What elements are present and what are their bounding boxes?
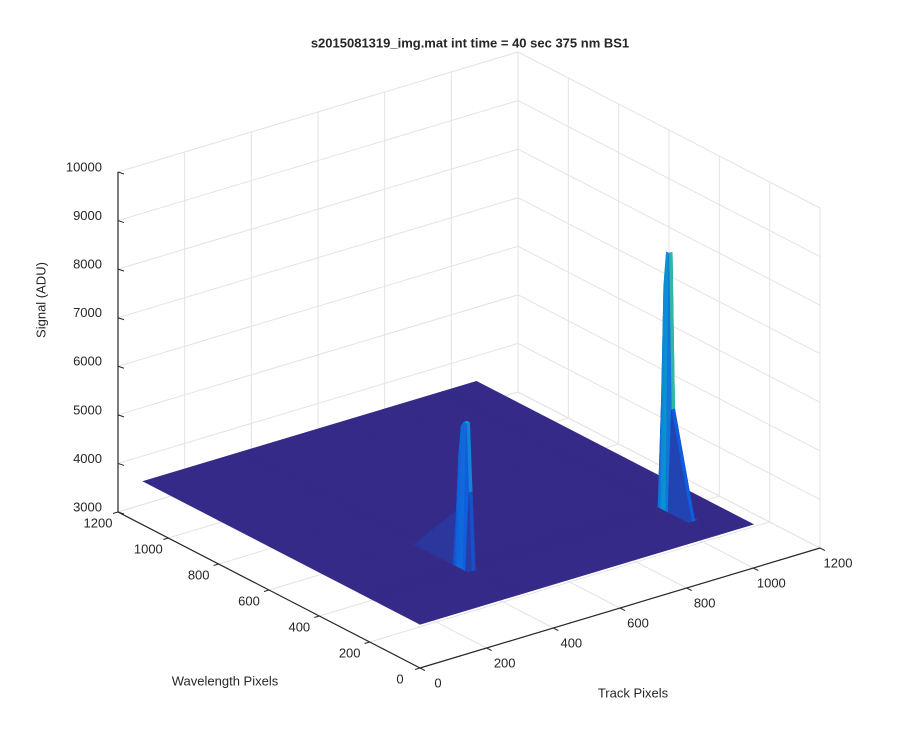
- grid-line: [117, 100, 519, 222]
- x-tick: [686, 587, 692, 592]
- x-tick-label: 200: [494, 655, 516, 670]
- grid-line: [517, 51, 821, 209]
- z-tick-label: 3000: [73, 499, 102, 514]
- z-tick-label: 7000: [73, 305, 102, 320]
- z-tick: [117, 365, 125, 369]
- z-tick: [117, 462, 125, 466]
- x-tick: [419, 667, 426, 672]
- z-tick: [117, 171, 125, 175]
- grid-line: [117, 51, 519, 173]
- x-tick: [753, 567, 759, 572]
- y-tick-label: 800: [188, 567, 210, 582]
- x-axis-label: Track Pixels: [598, 685, 669, 700]
- y-tick-label: 0: [396, 671, 403, 686]
- z-tick-label: 4000: [73, 451, 102, 466]
- y-tick-label: 400: [288, 619, 310, 634]
- x-tick: [553, 627, 559, 632]
- y-axis-label: Wavelength Pixels: [172, 673, 279, 688]
- y-tick-label: 1000: [134, 541, 163, 556]
- chart-title: s2015081319_img.mat int time = 40 sec 37…: [311, 35, 629, 50]
- x-tick: [486, 647, 492, 652]
- y-tick-label: 600: [238, 593, 260, 608]
- grid-line: [117, 294, 519, 416]
- y-tick-label: 200: [339, 645, 361, 660]
- z-tick: [117, 414, 125, 418]
- grid-line: [517, 148, 821, 306]
- x-tick-label: 400: [560, 635, 582, 650]
- z-tick: [117, 511, 125, 515]
- y-tick: [314, 615, 320, 618]
- z-axis-label: Signal (ADU): [33, 262, 48, 338]
- x-tick-label: 0: [434, 675, 441, 690]
- z-tick: [117, 268, 125, 272]
- x-tick-label: 1200: [824, 555, 853, 570]
- x-tick-label: 800: [694, 595, 716, 610]
- y-tick: [213, 563, 219, 566]
- y-tick: [414, 667, 421, 670]
- z-tick-label: 8000: [73, 257, 102, 272]
- z-tick: [117, 220, 125, 224]
- y-tick-label: 1200: [84, 515, 113, 530]
- x-tick-label: 1000: [757, 575, 786, 590]
- z-tick-label: 9000: [73, 208, 102, 223]
- grid-line: [369, 521, 770, 643]
- surface-patch: [394, 595, 471, 625]
- z-tick-label: 5000: [73, 402, 102, 417]
- z-tick-label: 6000: [73, 354, 102, 369]
- x-tick: [619, 607, 626, 612]
- x-tick-label: 600: [627, 615, 649, 630]
- z-tick-label: 10000: [66, 159, 102, 174]
- grid-line: [117, 148, 519, 270]
- y-tick: [163, 537, 169, 540]
- y-tick: [112, 511, 119, 514]
- grid-line: [517, 100, 821, 258]
- z-tick: [117, 317, 125, 321]
- x-tick: [819, 547, 826, 552]
- y-tick: [263, 589, 270, 592]
- y-tick: [364, 641, 370, 644]
- grid-line: [117, 342, 519, 464]
- grid-line: [117, 245, 519, 367]
- grid-line: [117, 197, 519, 319]
